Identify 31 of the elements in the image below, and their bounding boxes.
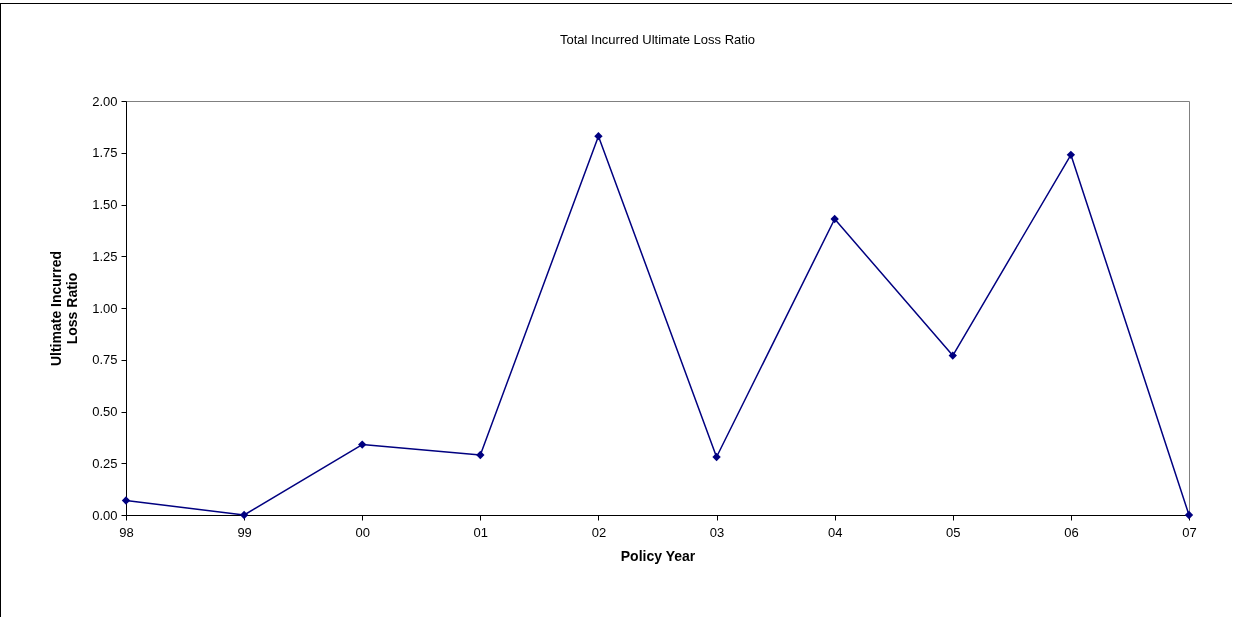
y-tick-label: 0.25 [92,455,118,471]
x-tick-label: 98 [119,524,134,540]
point [594,132,603,141]
y-tick-label: 0.75 [92,352,118,368]
point [712,452,721,462]
point [358,440,367,449]
y-axis-title: Ultimate Incurred Loss Ratio [48,250,81,367]
x-tick-label: 03 [709,524,725,540]
x-tick-label: 01 [473,524,489,540]
x-tick-label: 06 [1064,524,1079,540]
x-tick-label: 04 [827,524,843,540]
x-axis-title: Policy Year [620,547,696,564]
point [476,450,485,460]
point [1066,150,1076,159]
x-tick-label: 07 [1182,524,1197,540]
x-tick-label: 99 [237,524,252,540]
point [121,496,131,505]
y-tick-label: 1.50 [92,197,118,212]
y-tick-label: 1.25 [92,248,118,264]
chart-title: Total Incurred Ultimate Loss Ratio [559,32,756,47]
point [239,510,249,520]
x-tick-label: 00 [355,524,370,540]
x-tick-label: 02 [591,524,607,540]
y-tick-label: 1.75 [92,145,118,161]
x-tick-label: 05 [946,524,961,540]
point [830,214,839,224]
y-tick-label: 1.00 [92,300,118,316]
point [948,351,957,360]
y-tick-label: 0.50 [92,404,118,419]
y-tick-label: 2.00 [92,93,118,109]
y-tick-label: 0.00 [92,507,118,523]
